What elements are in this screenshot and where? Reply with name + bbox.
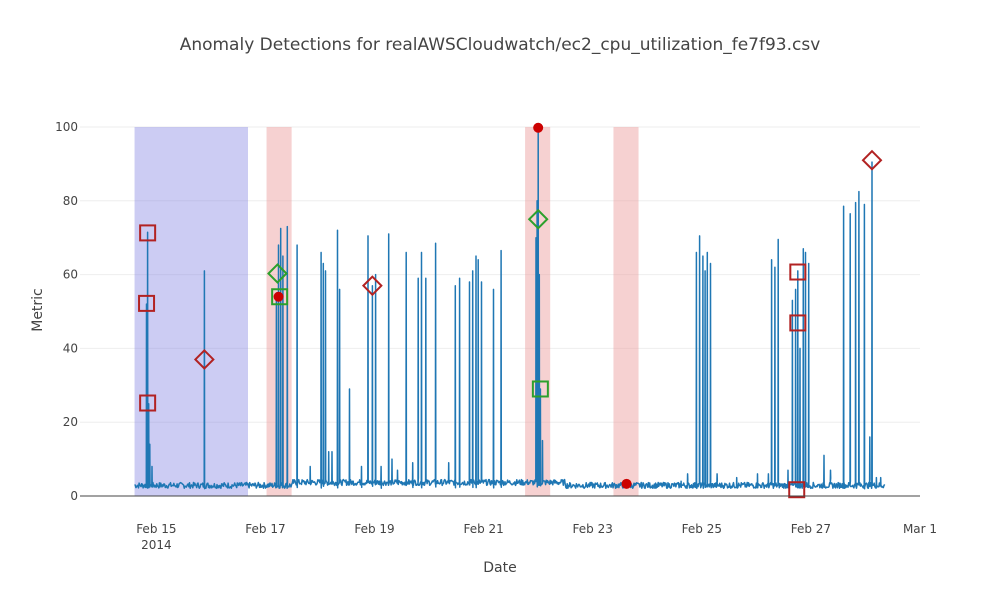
diamond-marker [361,275,383,297]
x-tick-label: Feb 27 [791,522,831,536]
square-marker [531,380,549,398]
square-marker [789,314,807,332]
circle-marker [273,291,284,302]
x-tick-label: Feb 23 [573,522,613,536]
series-line [134,126,886,490]
x-tick-label: Feb 19 [354,522,394,536]
y-tick-label: 60 [63,268,78,282]
y-tick-label: 80 [63,194,78,208]
x-axis-label: Date [483,560,516,576]
gridlines [80,126,920,423]
square-marker [271,288,289,306]
y-tick-label: 40 [63,341,78,355]
anomaly-window [613,127,639,496]
x-tick-label: Feb 21 [463,522,503,536]
diamond-marker [527,208,549,230]
x-tick-label: Mar 1 [903,522,937,536]
y-tick-label: 0 [70,489,78,503]
square-marker [789,263,807,281]
circle-marker [533,122,544,133]
x-tick-label: Feb 15 [136,522,176,536]
square-marker [138,294,156,312]
square-marker [788,481,806,499]
highlight-regions [134,127,639,496]
anomaly-markers [138,122,883,499]
y-axis-label: Metric [30,288,46,332]
chart-title: Anomaly Detections for realAWSCloudwatch… [180,35,821,55]
diamond-marker [861,149,883,171]
axes: 0 20 40 60 80 100 Feb 15 2014 Feb 17 Feb 19 Feb 21… [55,120,937,552]
y-tick-label: 20 [63,415,78,429]
y-tick-label: 100 [55,120,78,134]
square-marker [139,394,157,412]
diamond-marker [193,349,215,370]
x-tick-label: Feb 17 [245,522,285,536]
square-marker [139,224,157,242]
x-tick-label: Feb 25 [682,522,722,536]
diamond-marker [267,263,288,284]
series-layer [134,126,886,490]
circle-marker [621,478,632,489]
x-tick-year-label: 2014 [141,538,172,552]
